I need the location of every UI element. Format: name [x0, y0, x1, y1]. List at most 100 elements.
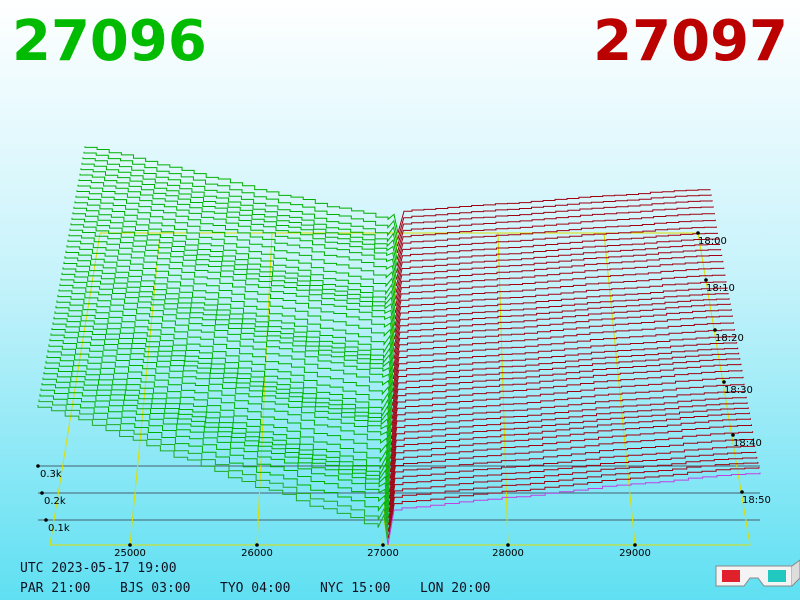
bid-depth-line — [63, 261, 395, 373]
time-tick-label: 18:30 — [724, 385, 753, 396]
bid-depth-line — [79, 173, 398, 267]
ask-depth-line — [391, 369, 743, 433]
bid-depth-line — [47, 349, 391, 479]
bid-depth-line — [57, 294, 393, 413]
bid-depth-line — [50, 333, 392, 459]
ask-depth-line — [395, 243, 721, 293]
ask-depth-line — [396, 232, 718, 280]
ask-depth-line — [388, 438, 755, 506]
ask-depth-line — [389, 424, 752, 492]
ask-depth-line — [387, 472, 761, 546]
utc-time: UTC 2023-05-17 19:00 — [20, 561, 177, 576]
time-tick-label: 18:10 — [706, 283, 735, 294]
time-tick-label: 18:20 — [715, 333, 744, 344]
bid-depth-line — [45, 360, 391, 492]
city-clock: NYC 15:00 — [320, 581, 390, 596]
ask-depth-line — [393, 293, 729, 347]
bid-depth-line — [78, 179, 398, 273]
city-clock: PAR 21:00 — [20, 581, 90, 596]
bid-depth-line — [77, 184, 398, 280]
time-tick-label: 18:00 — [698, 236, 727, 247]
bid-depth-line — [48, 344, 391, 473]
ask-depth-line — [393, 309, 732, 366]
ask-depth-line — [388, 451, 757, 519]
ask-depth-line — [393, 298, 730, 353]
tick-dot — [44, 518, 48, 522]
bid-depth-line — [74, 201, 397, 300]
red-lens — [722, 570, 740, 582]
ask-depth-line — [394, 260, 724, 313]
bid-depth-line — [66, 245, 395, 353]
bid-depth-line — [52, 322, 392, 446]
bid-depth-line — [71, 217, 396, 320]
bid-depth-line — [80, 168, 398, 260]
city-clock: BJS 03:00 — [120, 581, 190, 596]
price-grid — [129, 232, 161, 546]
bid-depth-line — [75, 195, 397, 293]
bid-depth-line — [41, 383, 390, 519]
bid-depth-line — [70, 223, 396, 326]
price-tick-label: 29000 — [619, 548, 651, 559]
ask-depth-line — [390, 396, 747, 459]
bid-depth-line — [40, 388, 390, 526]
bid-depth-line — [76, 190, 397, 287]
bid-depth-line — [39, 394, 389, 532]
tick-dot — [633, 543, 637, 547]
ask-depth-line — [392, 342, 738, 400]
ask-depth-line — [388, 456, 758, 526]
cyan-lens — [768, 570, 786, 582]
city-clock: TYO 04:00 — [220, 581, 290, 596]
price-tick-label: 26000 — [241, 548, 273, 559]
price-tick-label: 27000 — [367, 548, 399, 559]
bid-depth-line — [56, 300, 393, 419]
bid-depth-line — [69, 228, 396, 333]
ask-depth-line — [397, 189, 711, 234]
tick-dot — [381, 543, 385, 547]
ask-price: 27097 — [593, 9, 788, 74]
ask-depth-line — [397, 194, 712, 240]
ask-depth-line — [396, 226, 717, 273]
bid-depth-line — [84, 146, 399, 234]
bid-depth-line — [67, 239, 395, 346]
bid-depth-line — [68, 234, 396, 340]
bid-depth-line — [55, 305, 393, 426]
bid-depth-line — [59, 283, 394, 400]
ask-depth-line — [392, 335, 736, 393]
bid-depth-line — [46, 355, 391, 486]
ask-depth-line — [391, 363, 742, 426]
ask-depth-line — [396, 213, 715, 260]
bid-depth-line — [38, 399, 389, 539]
bid-depth-line — [49, 338, 392, 466]
ask-depth-line — [395, 249, 722, 300]
stereo-glasses[interactable] — [715, 559, 800, 587]
glasses-arm — [791, 559, 800, 587]
tick-dot — [255, 543, 259, 547]
depth-tick-label: 0.3k — [40, 469, 62, 480]
axis-labels: 25000 26000 27000 28000 29000 0.3k 0.2k 0.1k 18:… — [36, 231, 771, 559]
bid-depth-line — [72, 212, 396, 313]
bid-depth-line — [65, 250, 395, 360]
bid-price: 27096 — [12, 9, 207, 74]
ask-depth-line — [389, 418, 751, 486]
bid-depth-line — [42, 377, 390, 512]
bid-depth-line — [37, 405, 389, 546]
bid-depth-line — [44, 366, 390, 499]
ask-depth-line — [390, 402, 748, 466]
ask-depth-line — [395, 254, 723, 307]
ask-depth-line — [397, 200, 713, 247]
tick-dot — [713, 328, 717, 332]
depth-tick-label: 0.2k — [44, 496, 66, 507]
bid-depth-line — [64, 256, 395, 366]
frame-left — [49, 232, 101, 546]
ask-depth-line — [396, 219, 716, 267]
ask-depth-line — [391, 347, 739, 406]
bid-depth-line — [61, 272, 394, 386]
tick-dot — [704, 278, 708, 282]
tick-dot — [128, 543, 132, 547]
depth-surface — [37, 146, 761, 546]
bid-depth-line — [62, 267, 394, 380]
tick-dot — [696, 231, 700, 235]
ask-depth-line — [395, 238, 719, 287]
bid-depth-line — [81, 162, 398, 254]
